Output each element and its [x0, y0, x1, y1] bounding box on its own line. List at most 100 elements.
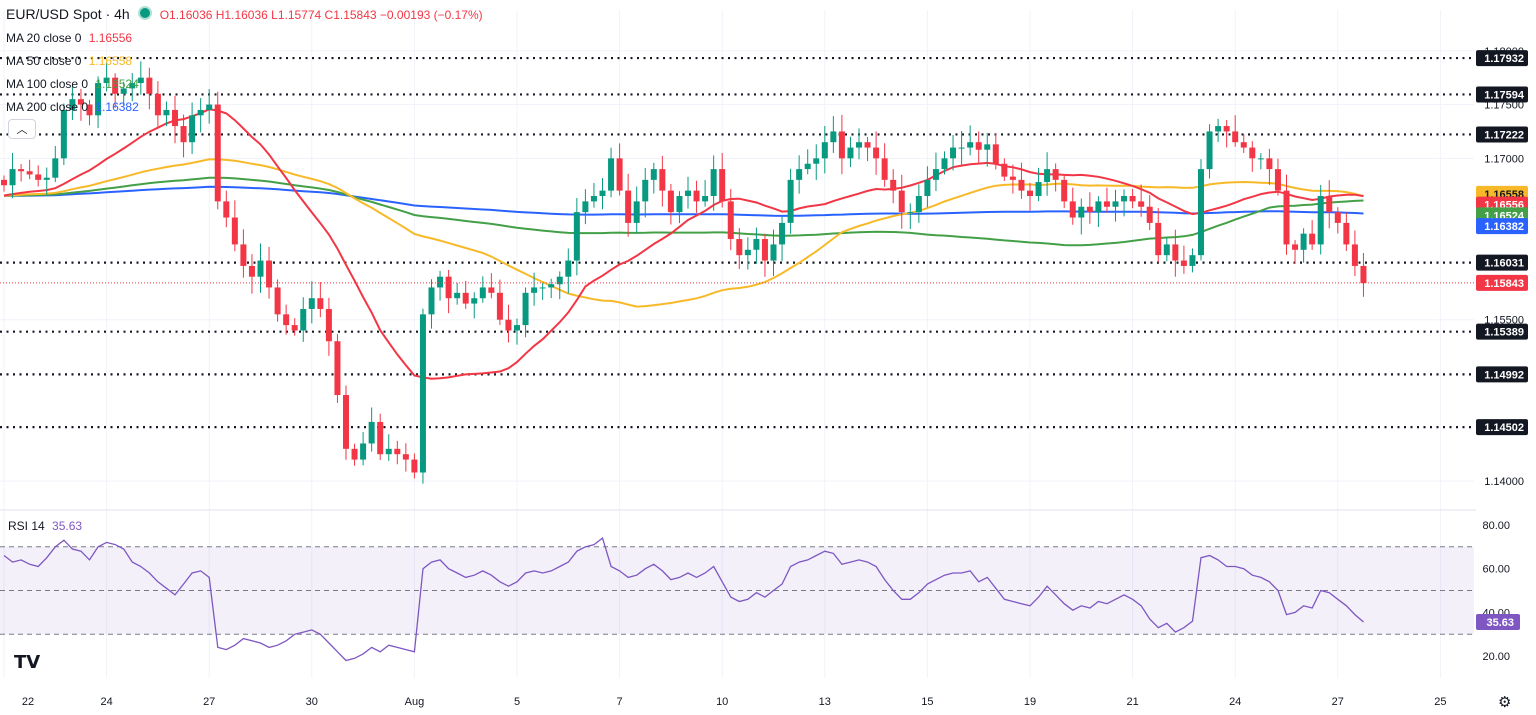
- rsi-tick-label: 20.00: [1482, 651, 1510, 663]
- candle-body: [727, 201, 734, 240]
- time-tick-label: 10: [716, 696, 728, 708]
- time-tick-label: 13: [819, 696, 831, 708]
- candle-body: [898, 190, 905, 213]
- candle-body: [43, 177, 50, 180]
- candle-body: [129, 83, 136, 89]
- candle-body: [787, 179, 794, 223]
- legend-value: 1.16556: [88, 31, 133, 45]
- candle-body: [915, 196, 922, 213]
- time-tick-label: 24: [100, 696, 112, 708]
- candle-body: [1138, 201, 1145, 207]
- price-badge-label: 1.16031: [1484, 258, 1524, 270]
- candle-body: [214, 104, 221, 202]
- candle-body: [830, 131, 837, 143]
- candle-body: [1215, 126, 1222, 132]
- price-badge-label: 1.17594: [1484, 89, 1525, 101]
- legend-ma100[interactable]: MA 100 close 0 1.16524: [6, 77, 139, 91]
- candle-body: [719, 169, 726, 202]
- chart-header: EUR/USD Spot · 4h O1.16036 H1.16036 L1.15…: [6, 6, 483, 22]
- candle-body: [240, 244, 247, 266]
- candle-body: [1334, 212, 1341, 223]
- time-tick-label: 27: [1332, 696, 1344, 708]
- candle-body: [796, 169, 803, 180]
- candle-body: [334, 341, 341, 396]
- candle-body: [300, 308, 307, 331]
- price-badge: [1476, 366, 1528, 383]
- candle-body: [650, 169, 657, 180]
- price-badge-label: 1.17932: [1484, 53, 1524, 65]
- rsi-tick-label: 60.00: [1482, 564, 1510, 576]
- candle-body: [693, 190, 700, 202]
- candle-body: [573, 212, 580, 261]
- collapse-legend-button[interactable]: ︿: [8, 119, 36, 139]
- price-badge: [1476, 86, 1528, 103]
- candle-body: [958, 147, 965, 149]
- legend-ma200[interactable]: MA 200 close 0 1.16382: [6, 100, 139, 114]
- candle-body: [967, 142, 974, 148]
- candle-body: [608, 158, 615, 191]
- candle-body: [274, 287, 281, 315]
- candle-body: [317, 298, 324, 309]
- candle-body: [804, 163, 811, 170]
- price-badge: [1476, 274, 1528, 291]
- price-badge: [1476, 323, 1528, 340]
- candle-body: [1309, 233, 1316, 245]
- legend-ma50[interactable]: MA 50 close 0 1.16558: [6, 54, 132, 68]
- candle-body: [685, 190, 691, 196]
- candle-body: [531, 287, 538, 293]
- candle-body: [975, 142, 982, 150]
- symbol-title[interactable]: EUR/USD Spot · 4h: [6, 6, 130, 22]
- candle-body: [932, 169, 939, 180]
- candle-body: [248, 265, 255, 277]
- price-tick-label: 1.17500: [1484, 100, 1524, 112]
- price-badge-label: 1.15389: [1484, 327, 1524, 339]
- candle-body: [479, 287, 486, 299]
- candle-body: [881, 158, 888, 180]
- candle-body: [1035, 182, 1042, 196]
- candle-body: [428, 287, 435, 315]
- candle-body: [1240, 142, 1247, 148]
- time-axis[interactable]: 22 24 27 30 Aug 5 7 10 13 15 19 21 24 27 25: [22, 696, 1447, 708]
- candle-body: [1292, 244, 1299, 250]
- candle-body: [1198, 169, 1204, 256]
- legend-value: 1.16558: [88, 54, 133, 68]
- candle-body: [702, 196, 709, 202]
- candle-body: [710, 169, 717, 196]
- candle-body: [1300, 233, 1307, 250]
- candle-body: [821, 142, 828, 159]
- legend-ma20[interactable]: MA 20 close 0 1.16556: [6, 31, 132, 45]
- candle-body: [1343, 222, 1350, 245]
- rsi-line: [3, 537, 1364, 662]
- time-tick-label: Aug: [405, 696, 425, 708]
- rsi-badge: [1476, 613, 1520, 630]
- candle-body: [1086, 206, 1093, 213]
- candle-body: [565, 260, 572, 277]
- candle-body: [992, 144, 999, 164]
- candle-body: [736, 239, 743, 256]
- candle-body: [556, 276, 563, 285]
- chevron-up-icon: ︿: [16, 124, 28, 136]
- price-badge-label: 1.14502: [1484, 422, 1524, 434]
- candle-body: [941, 158, 948, 170]
- candle-body: [368, 421, 375, 444]
- candle-body: [838, 131, 845, 159]
- candle-body: [1009, 176, 1016, 180]
- candle-body: [60, 109, 67, 159]
- candle-body: [437, 276, 444, 288]
- candle-body: [1, 179, 7, 186]
- candle-body: [847, 147, 854, 159]
- legend-label: MA 50 close 0: [6, 54, 82, 68]
- rsi-legend[interactable]: RSI 14 35.63: [8, 519, 82, 533]
- price-badge: [1476, 50, 1528, 67]
- candle-body: [856, 142, 862, 148]
- candle-body: [548, 284, 555, 288]
- candle-body: [411, 459, 418, 473]
- tradingview-logo[interactable]: 𝗧𝗩: [14, 652, 41, 672]
- gear-icon[interactable]: ⚙: [1498, 694, 1512, 711]
- candle-body: [120, 88, 127, 94]
- candle-body: [1001, 163, 1008, 177]
- candle-body: [633, 201, 640, 223]
- candle-body: [163, 109, 170, 116]
